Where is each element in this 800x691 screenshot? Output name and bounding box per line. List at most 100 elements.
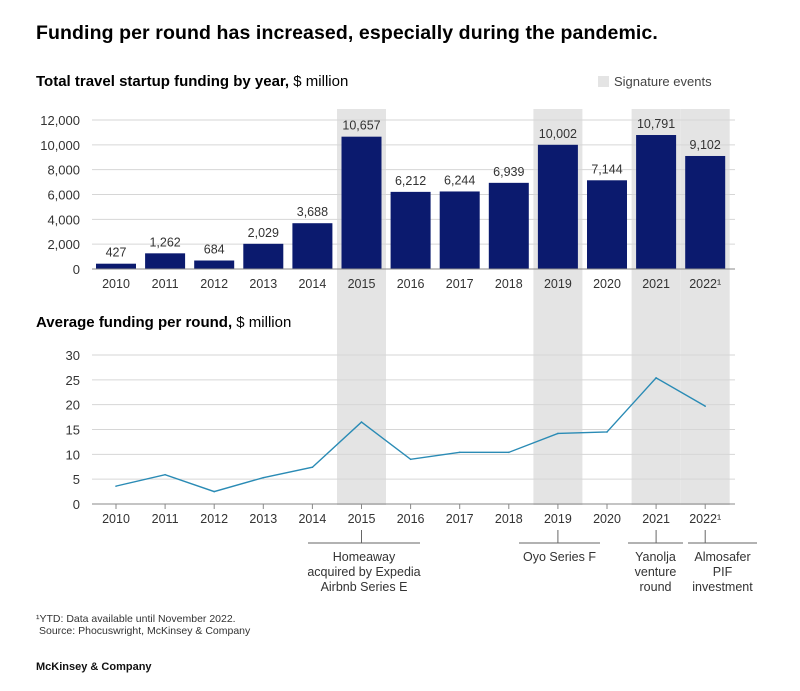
line-point-2015: [360, 421, 363, 423]
bar-2014: [292, 223, 333, 269]
line-chart-unit: $ million: [236, 314, 292, 331]
line-point-2018: [508, 451, 510, 454]
line-xtick-label: 2018: [495, 512, 523, 526]
bar-2013: [243, 243, 284, 269]
line-ytick-label: 25: [66, 373, 80, 388]
bar-xtick-label: 2019: [544, 277, 572, 291]
annotation-text-2022: Almosafer: [694, 550, 750, 564]
bar-value-label: 9,102: [690, 138, 721, 152]
annotation-text-2019: Oyo Series F: [523, 550, 596, 564]
average-funding-line: [115, 376, 706, 493]
line-point-2010: [115, 485, 117, 487]
bar-value-label: 2,029: [248, 226, 279, 240]
bar-xtick-label: 2020: [593, 277, 621, 291]
annotation-text-2015: Homeaway: [333, 550, 396, 564]
bar-xtick-label: 2018: [495, 277, 523, 291]
line-ytick-label: 20: [66, 398, 80, 413]
line-chart-title: Average funding per round,: [36, 314, 233, 331]
line-xtick-label: 2019: [544, 512, 572, 526]
bar-xtick-label: 2011: [152, 277, 179, 291]
chart-title: Funding per round has increased, especia…: [36, 22, 658, 44]
annotation-text-2022: PIF: [713, 565, 733, 579]
line-point-2017: [458, 451, 461, 454]
line-xtick-label: 2016: [397, 512, 425, 526]
line-ytick-label: 5: [73, 472, 80, 487]
line-point-2016: [409, 458, 412, 461]
line-xtick-label: 2014: [298, 512, 326, 526]
line-xtick-label: 2011: [152, 512, 179, 526]
bar-2010: [96, 263, 136, 269]
bar-value-label: 10,657: [342, 119, 380, 133]
line-point-2013: [262, 476, 265, 479]
bar-xtick-label: 2015: [348, 277, 376, 291]
bar-2021: [636, 135, 677, 269]
bar-2020: [587, 180, 627, 269]
annotation-text-2022: investment: [692, 580, 753, 594]
bar-xtick-label: 2014: [298, 277, 326, 291]
line-xtick-label: 2021: [642, 512, 670, 526]
bar-chart-unit: $ million: [293, 73, 349, 90]
annotation-text-2015: Airbnb Series E: [321, 580, 408, 594]
annotation-text-2021: round: [640, 580, 672, 594]
legend: Signature events: [598, 74, 712, 89]
annotation-text-2021: venture: [635, 565, 677, 579]
legend-swatch: [598, 76, 609, 87]
annotation-text-2015: acquired by Expedia: [307, 565, 420, 579]
line-chart-subtitle: Average funding per round, $ million: [36, 314, 291, 331]
line-point-2021: [655, 377, 657, 379]
line-xtick-label: 2015: [348, 512, 376, 526]
footnote: ¹YTD: Data available until November 2022…: [36, 613, 236, 625]
line-point-2012: [213, 490, 215, 493]
line-ytick-label: 0: [73, 497, 80, 512]
bar-ytick-label: 4,000: [47, 212, 80, 227]
line-ytick-label: 15: [66, 423, 80, 438]
line-xtick-label: 2012: [200, 512, 228, 526]
line-ytick-label: 10: [66, 447, 80, 462]
bar-ytick-label: 2,000: [47, 237, 80, 252]
bar-ytick-label: 0: [73, 262, 80, 277]
bar-xtick-label: 2012: [200, 277, 228, 291]
bar-value-label: 6,939: [493, 165, 524, 179]
annotation-text-2021: Yanolja: [635, 550, 676, 564]
bar-ytick-label: 10,000: [40, 138, 80, 153]
bar-value-label: 684: [204, 243, 225, 257]
bar-2011: [145, 253, 186, 269]
bar-value-label: 6,212: [395, 174, 426, 188]
legend-label: Signature events: [614, 74, 712, 89]
bar-2015: [341, 136, 382, 269]
line-xtick-label: 2017: [446, 512, 474, 526]
bar-value-label: 3,688: [297, 205, 328, 219]
line-xtick-label: 2013: [249, 512, 277, 526]
bar-ytick-label: 12,000: [40, 113, 80, 128]
bar-chart-subtitle: Total travel startup funding by year, $ …: [36, 73, 348, 90]
bar-xtick-label: 2010: [102, 277, 130, 291]
bar-ytick-label: 6,000: [47, 188, 80, 203]
bar-xtick-label: 2016: [397, 277, 425, 291]
bar-value-label: 6,244: [444, 173, 475, 187]
line-point-2014: [311, 466, 314, 469]
line-point-2019: [557, 432, 559, 435]
bar-2016: [390, 191, 431, 269]
line-ytick-label: 30: [66, 348, 80, 363]
line-xtick-label: 2010: [102, 512, 130, 526]
bar-value-label: 10,002: [539, 127, 577, 141]
brand-logo: McKinsey & Company: [36, 661, 152, 673]
bar-xtick-label: 2013: [249, 277, 277, 291]
bar-value-label: 1,262: [149, 235, 180, 249]
bar-2018: [488, 182, 529, 269]
bar-ytick-label: 8,000: [47, 163, 80, 178]
line-point-2022: [704, 405, 706, 407]
bar-2012: [194, 260, 235, 269]
bar-chart-title: Total travel startup funding by year,: [36, 73, 290, 90]
bar-xtick-label: 2017: [446, 277, 474, 291]
bar-2022: [685, 155, 726, 269]
line-point-2011: [164, 473, 166, 476]
line-xtick-label: 2020: [593, 512, 621, 526]
bar-2019: [537, 144, 578, 269]
bar-value-label: 7,144: [591, 162, 622, 176]
bar-xtick-label: 2021: [642, 277, 670, 291]
line-point-2020: [606, 431, 608, 433]
line-xtick-label: 2022¹: [689, 512, 721, 526]
bar-2017: [439, 191, 480, 269]
